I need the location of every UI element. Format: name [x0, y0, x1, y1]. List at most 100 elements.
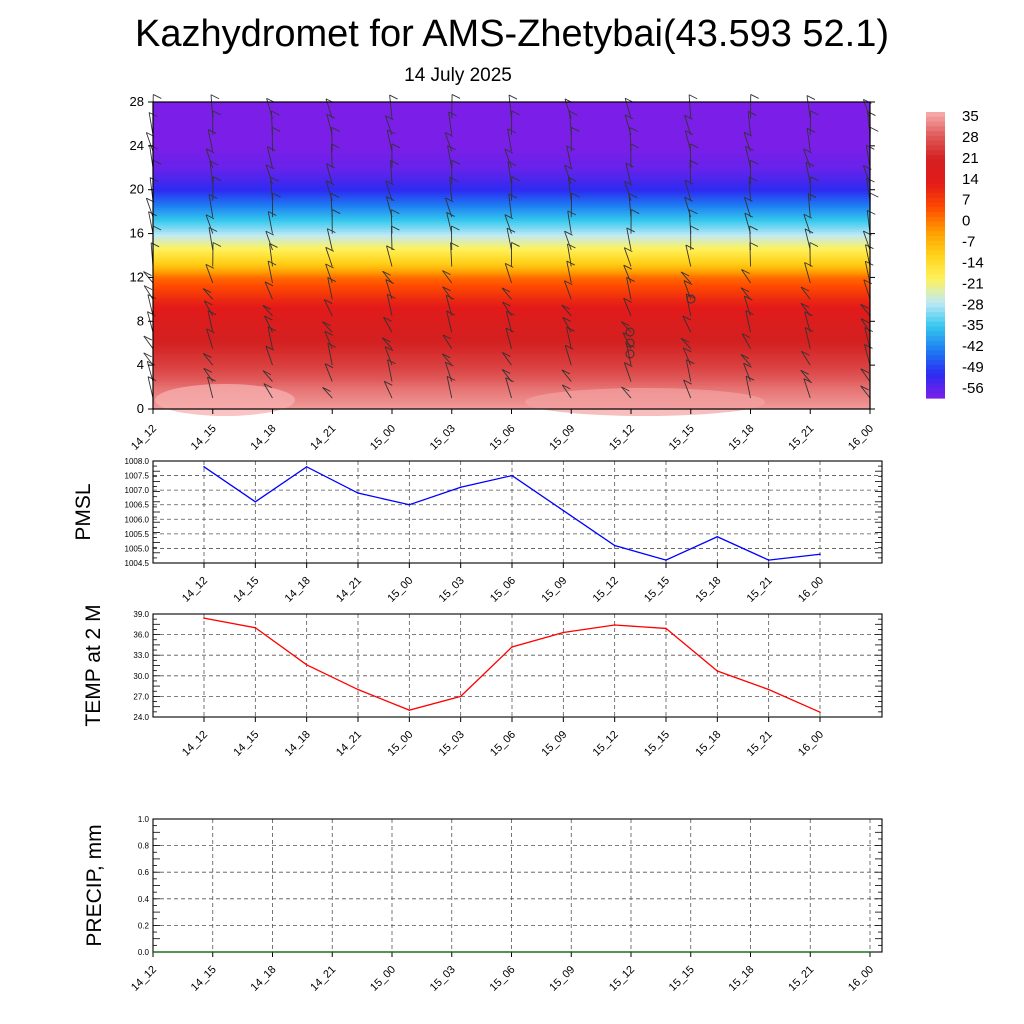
heatmap-band: [153, 325, 870, 329]
wind-barb: [265, 346, 273, 366]
data-point: [562, 631, 565, 634]
heatmap-band: [153, 400, 870, 404]
wind-barb-flag: [800, 369, 809, 375]
x-tick-label: 15_03: [428, 423, 458, 453]
heatmap-band: [153, 169, 870, 173]
wind-barb: [208, 227, 214, 251]
wind-barb: [386, 129, 393, 152]
y-tick-label: 1008.0: [125, 457, 150, 466]
wind-barb: [264, 281, 273, 300]
colorbar-segment: [926, 288, 945, 294]
heatmap-band: [153, 277, 870, 281]
data-point: [716, 535, 719, 538]
wind-barb-flag: [744, 295, 753, 301]
heatmap-band: [153, 281, 870, 285]
colorbar-segment: [926, 345, 945, 351]
wind-barb-flag: [623, 264, 632, 270]
wind-barb-flag: [207, 129, 217, 134]
heatmap-band: [153, 341, 870, 344]
x-tick-label: 15_15: [667, 423, 697, 453]
wind-barb: [263, 383, 273, 399]
colorbar-segment: [926, 126, 945, 132]
calm-marker: [625, 349, 635, 359]
wind-barb: [385, 279, 393, 300]
heatmap-band: [153, 358, 870, 362]
heatmap-band: [153, 220, 870, 224]
colorbar-segment: [926, 274, 945, 280]
wind-barb-flag: [564, 280, 573, 286]
wind-barb: [505, 327, 512, 349]
colorbar-segment: [926, 283, 945, 289]
wind-barb: [205, 214, 214, 234]
heatmap-band: [153, 384, 870, 388]
data-point: [767, 688, 770, 691]
wind-barb-flag: [391, 225, 400, 231]
colorbar-segment: [926, 278, 945, 285]
wind-barb-flag: [808, 193, 817, 198]
heatmap-band: [153, 378, 870, 382]
wind-barb-flag: [143, 352, 152, 358]
y-axis-label: TEMP at 2 M: [82, 604, 105, 726]
data-point: [331, 951, 334, 953]
heatmap-band: [153, 161, 870, 164]
colorbar-segment: [926, 297, 945, 304]
data-point: [408, 709, 411, 711]
wind-barb-flag: [566, 145, 575, 151]
colorbar-segment: [926, 121, 945, 127]
heatmap-band: [153, 303, 870, 307]
heatmap-band: [153, 141, 870, 145]
colorbar-segment: [926, 388, 945, 394]
wind-barb: [805, 162, 811, 185]
heatmap-band: [153, 172, 870, 175]
colorbar-segment: [926, 245, 945, 251]
wind-barb-flag: [271, 110, 280, 116]
heatmap-band: [153, 310, 870, 314]
wind-barb-flag: [153, 94, 162, 99]
wind-barb: [203, 300, 214, 317]
wind-barb: [325, 247, 333, 267]
wind-barb-flag: [325, 180, 335, 186]
x-tick-label: 15_18: [693, 729, 723, 759]
wind-barb-flag: [212, 176, 222, 182]
wind-barb-flag: [684, 196, 693, 202]
wind-barb: [860, 318, 871, 333]
wind-barb-flag: [566, 326, 575, 332]
colorbar-segment: [926, 331, 945, 337]
heatmap-band: [153, 369, 870, 373]
wind-barb-flag: [502, 352, 511, 357]
colorbar-segment: [926, 193, 945, 199]
data-point: [689, 951, 692, 953]
wind-barb-flag: [625, 162, 635, 168]
wind-barb-flag: [743, 362, 752, 368]
y-tick-label: 24.0: [133, 713, 149, 722]
wind-barb-flag: [212, 242, 222, 247]
wind-barb-flag: [327, 277, 336, 282]
y-tick-label: 36.0: [133, 631, 149, 640]
wind-barb: [564, 165, 572, 185]
wind-barb-flag: [870, 192, 879, 198]
colorbar-label: -21: [962, 275, 984, 292]
wind-barb-flag: [331, 143, 340, 149]
wind-barb-flag: [445, 361, 454, 367]
heatmap-band: [153, 207, 870, 211]
heatmap-band: [153, 365, 870, 368]
wind-barb: [504, 214, 512, 234]
wind-barb: [682, 315, 692, 333]
colorbar-label: -42: [962, 338, 984, 355]
heatmap-band: [153, 163, 870, 167]
colorbar-label: 0: [962, 213, 970, 230]
colorbar-segment: [926, 221, 945, 227]
colorbar-segment: [926, 383, 945, 390]
wind-barb: [566, 145, 572, 168]
wind-barb-flag: [207, 310, 217, 316]
heatmap-band: [153, 382, 870, 386]
wind-barb: [683, 280, 692, 300]
colorbar-label: -56: [962, 380, 984, 397]
wind-barb: [801, 351, 811, 366]
wind-barb-flag: [147, 294, 157, 300]
heatmap-band: [153, 292, 870, 296]
colorbar-segment: [926, 140, 945, 146]
x-tick-label: 15_18: [727, 964, 757, 994]
colorbar-segment: [926, 355, 945, 361]
wind-barb-flag: [264, 315, 273, 321]
